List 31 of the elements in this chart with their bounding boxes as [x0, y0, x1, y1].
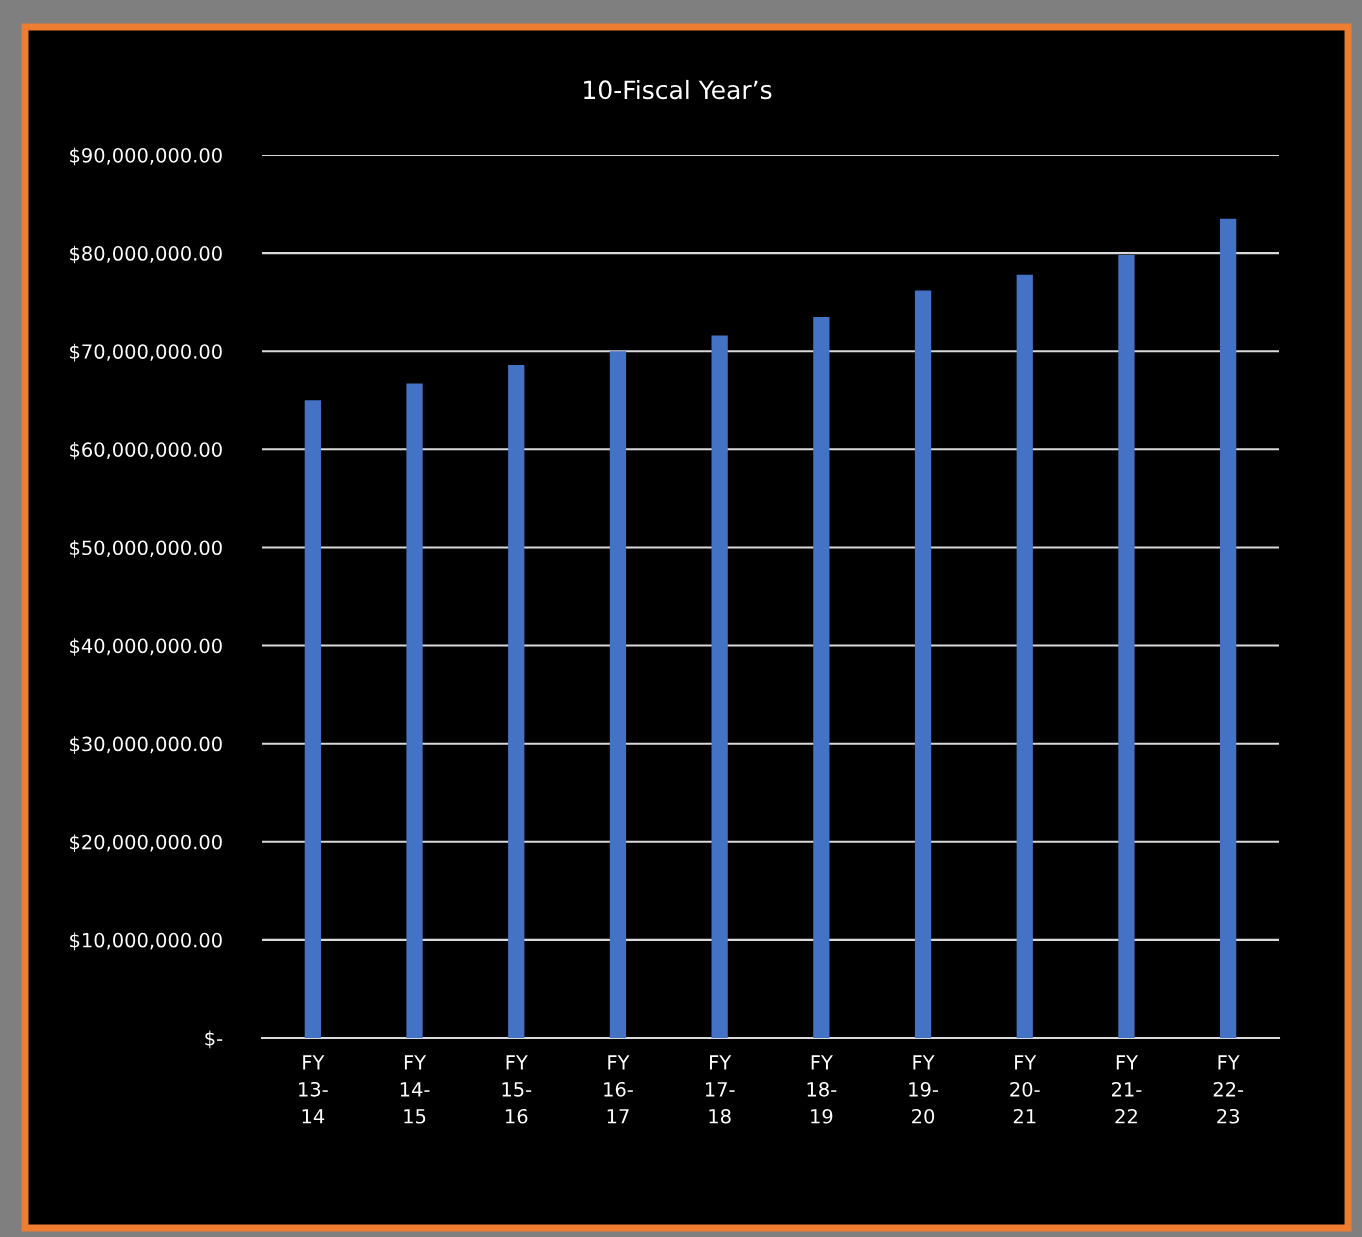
y-tick-label: $70,000,000.00 — [70, 343, 222, 362]
bar — [1220, 218, 1237, 1038]
y-tick-label: $40,000,000.00 — [70, 638, 222, 656]
x-tick-label: FY 20- 21 — [1010, 1055, 1040, 1124]
x-tick-label: FY 15- 16 — [502, 1055, 532, 1124]
bar — [914, 290, 932, 1038]
y-tick-label: $60,000,000.00 — [70, 441, 222, 460]
x-tick-label: FY 16- 17 — [604, 1055, 633, 1124]
bar — [508, 364, 525, 1038]
x-tick-label: FY 13- 14 — [299, 1055, 328, 1124]
bar — [711, 335, 728, 1038]
bar — [609, 351, 627, 1038]
y-tick-label: $20,000,000.00 — [70, 834, 222, 853]
x-tick-label: FY 19- 20 — [909, 1055, 938, 1124]
x-tick-label: FY 17- 18 — [705, 1055, 735, 1124]
y-tick-label: $30,000,000.00 — [70, 736, 222, 754]
bar — [406, 383, 423, 1038]
y-tick-label: $50,000,000.00 — [70, 540, 222, 558]
bar — [1016, 274, 1033, 1038]
bar — [304, 400, 321, 1038]
y-tick-label: $10,000,000.00 — [70, 932, 222, 951]
y-tick-label: $90,000,000.00 — [70, 147, 222, 166]
x-tick-label: FY 22- 23 — [1213, 1055, 1244, 1124]
x-tick-label: FY 14- 15 — [400, 1055, 430, 1124]
bar — [1118, 255, 1135, 1038]
y-tick-label: $- — [205, 1030, 223, 1049]
chart-title: 10-Fiscal Year’s — [584, 79, 772, 100]
y-tick-label: $80,000,000.00 — [70, 245, 222, 264]
x-tick-label: FY 18- 19 — [807, 1055, 837, 1124]
x-tick-label: FY 21- 22 — [1112, 1055, 1142, 1124]
bar — [813, 316, 830, 1038]
